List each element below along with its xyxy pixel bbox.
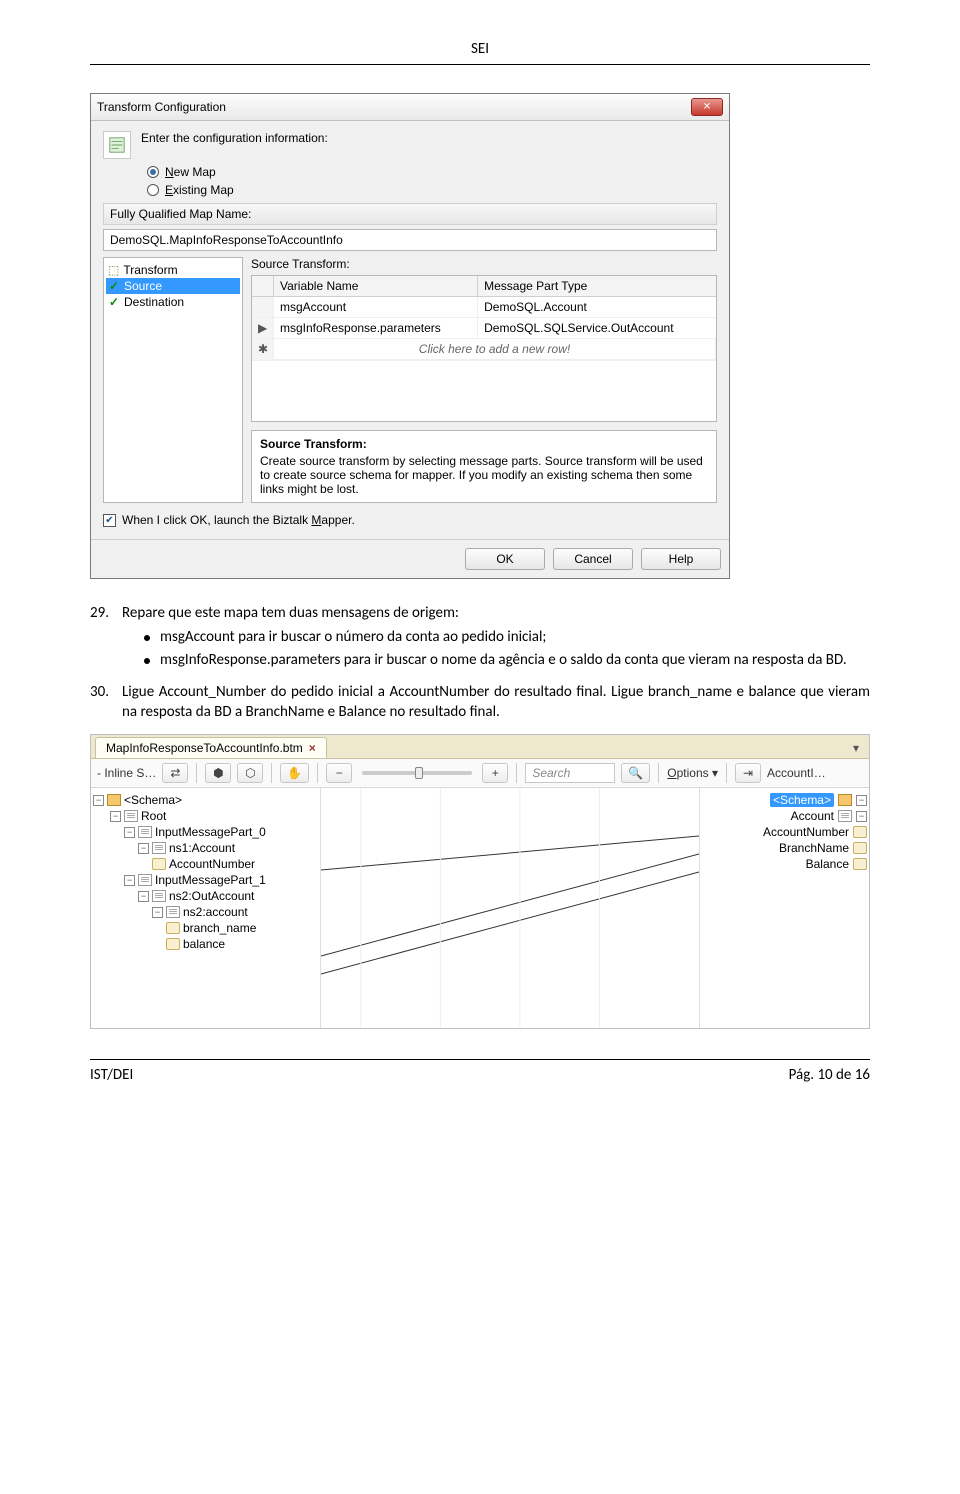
map-name-input[interactable]: DemoSQL.MapInfoResponseToAccountInfo [103,229,717,251]
launch-mapper-checkbox[interactable]: ✔ When I click OK, launch the Biztalk Ma… [103,513,717,527]
zoom-in-icon[interactable]: + [482,763,508,783]
toolbar-button[interactable]: ⇄ [162,763,188,783]
mapping-lines [321,788,699,1028]
zoom-slider[interactable] [362,771,472,775]
cancel-button[interactable]: Cancel [553,548,633,570]
transform-tree[interactable]: ⬚Transform ✓Source ✓Destination [103,257,243,503]
page-header: SEI [90,40,870,65]
paragraph: Ligue Account_Number do pedido inicial a… [122,682,870,723]
table-row[interactable]: ▶ msgInfoResponse.parameters DemoSQL.SQL… [252,318,716,339]
tab-dropdown-icon[interactable]: ▾ [853,741,859,755]
help-button[interactable]: Help [641,548,721,570]
source-transform-grid[interactable]: Variable Name Message Part Type msgAccou… [251,275,717,422]
dialog-title: Transform Configuration [97,100,226,114]
list-number: 29. [90,603,116,623]
list-number: 30. [90,682,116,723]
options-dropdown[interactable]: Options ▾ [667,766,718,780]
paragraph: Repare que este mapa tem duas mensagens … [122,603,459,623]
source-schema-tree[interactable]: −<Schema> −Root −InputMessagePart_0 −ns1… [91,788,321,1028]
zoom-out-icon[interactable]: − [326,763,352,783]
config-icon [103,131,131,159]
radio-new-map[interactable]: New Map [147,165,717,179]
toolbar-button[interactable]: ⇥ [735,763,761,783]
dest-schema-tree[interactable]: <Schema>− Account− AccountNumber BranchN… [699,788,869,1028]
search-icon[interactable]: 🔍 [621,763,650,783]
mapper-tab[interactable]: MapInfoResponseToAccountInfo.btm × [95,737,327,758]
search-input[interactable]: Search [525,763,615,783]
mapper-toolbar: - Inline S… ⇄ ⬢ ⬡ ✋ − + Search 🔍 Options… [91,759,869,788]
footer-right: Pág. 10 de 16 [789,1066,870,1084]
toolbar-button[interactable]: ✋ [280,763,309,783]
config-prompt: Enter the configuration information: [141,131,328,145]
toolbar-button[interactable]: ⬢ [205,763,231,783]
transform-config-dialog: Transform Configuration Enter the config… [90,93,730,579]
close-icon[interactable]: × [309,741,316,755]
biztalk-mapper: MapInfoResponseToAccountInfo.btm × ▾ - I… [90,734,870,1029]
ok-button[interactable]: OK [465,548,545,570]
list-item: msgAccount para ir buscar o número da co… [160,627,546,647]
bullet-icon [144,635,150,641]
close-icon[interactable] [691,98,723,116]
footer-left: IST/DEI [90,1066,133,1084]
dialog-titlebar: Transform Configuration [91,94,729,121]
dest-schema-dropdown[interactable]: AccountI… [767,766,826,780]
table-row[interactable]: msgAccount DemoSQL.Account [252,297,716,318]
list-item: msgInfoResponse.parameters para ir busca… [160,650,847,670]
toolbar-button[interactable]: ⬡ [237,763,263,783]
toolbar-label: - Inline S… [97,766,156,780]
source-transform-label: Source Transform: [251,257,717,271]
bullet-icon [144,658,150,664]
map-name-label: Fully Qualified Map Name: [103,203,717,225]
radio-existing-map[interactable]: Existing Map [147,183,717,197]
description-box: Source Transform: Create source transfor… [251,430,717,503]
